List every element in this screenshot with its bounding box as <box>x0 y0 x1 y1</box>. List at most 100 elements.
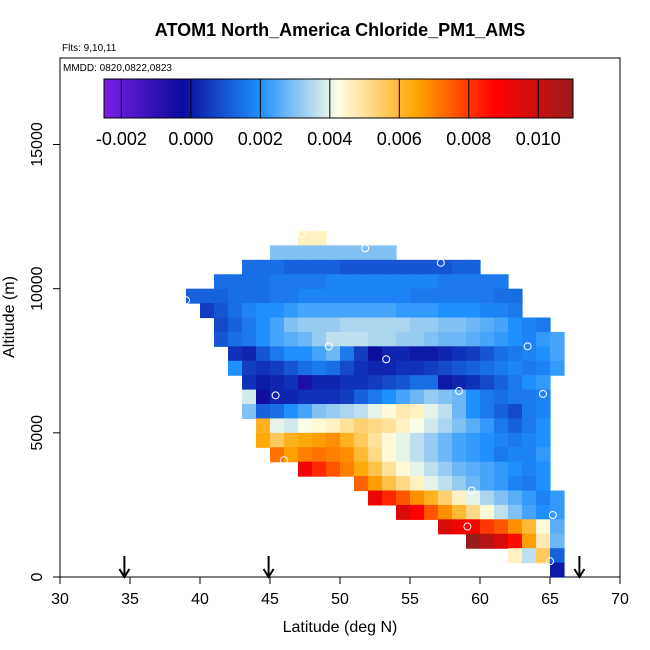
heatmap-cell <box>410 432 425 448</box>
heatmap-cell <box>326 461 341 477</box>
heatmap-cell <box>522 375 537 391</box>
heatmap-cell <box>298 389 313 405</box>
heatmap-cell <box>340 331 355 347</box>
heatmap-cell <box>536 404 551 420</box>
heatmap-cell <box>242 389 257 405</box>
heatmap-cell <box>214 303 229 319</box>
heatmap-cell <box>368 404 383 420</box>
x-tick-label: 30 <box>51 591 69 608</box>
heatmap-cell <box>508 490 523 506</box>
heatmap-cell <box>396 432 411 448</box>
colorbar-tick-label: 0.002 <box>238 129 283 149</box>
heatmap-cell <box>522 404 537 420</box>
heatmap-cell <box>410 303 425 319</box>
heatmap-cell <box>284 259 299 275</box>
heatmap-cell <box>368 288 383 304</box>
heatmap-cell <box>312 418 327 434</box>
heatmap-cell <box>326 288 341 304</box>
heatmap-cell <box>494 519 509 535</box>
heatmap-cell <box>438 389 453 405</box>
heatmap-cell <box>536 346 551 362</box>
heatmap-cell <box>228 274 243 290</box>
heatmap-cell <box>452 375 467 391</box>
heatmap-cell <box>382 259 397 275</box>
heatmap-cell <box>298 375 313 391</box>
heatmap-cell <box>298 245 313 261</box>
heatmap-cell <box>536 447 551 463</box>
heatmap-cell <box>340 346 355 362</box>
heatmap-cell <box>522 346 537 362</box>
sample-marker <box>271 391 280 400</box>
heatmap-cell <box>550 519 565 535</box>
heatmap-cell <box>382 447 397 463</box>
heatmap-cell <box>480 533 495 549</box>
heatmap-cell <box>522 360 537 376</box>
heatmap-cell <box>368 360 383 376</box>
heatmap-cell <box>312 389 327 405</box>
heatmap-cell <box>256 404 271 420</box>
heatmap-cell <box>536 375 551 391</box>
colorbar-ticks: -0.002 0.000 0.002 0.004 0.006 0.008 0.010 <box>96 79 561 149</box>
heatmap-cell <box>270 317 285 333</box>
heatmap-cell <box>340 317 355 333</box>
heatmap-cell <box>494 404 509 420</box>
flight-arrow <box>262 556 275 579</box>
heatmap-cell <box>522 533 537 549</box>
heatmap-cell <box>396 476 411 492</box>
heatmap-cell <box>438 346 453 362</box>
heatmap-cell <box>494 389 509 405</box>
heatmap-cell <box>354 331 369 347</box>
sample-markers <box>182 229 580 566</box>
heatmap-cell <box>410 504 425 520</box>
heatmap-cell <box>480 375 495 391</box>
heatmap-cell <box>312 447 327 463</box>
heatmap-cell <box>424 303 439 319</box>
heatmap-cell <box>438 375 453 391</box>
colorbar-tick-label: -0.002 <box>96 129 147 149</box>
heatmap-cell <box>256 375 271 391</box>
heatmap-cell <box>438 432 453 448</box>
heatmap-cell <box>396 360 411 376</box>
heatmap-cell <box>480 360 495 376</box>
heatmap-cell <box>508 461 523 477</box>
sample-marker <box>523 342 532 351</box>
heatmap-cell <box>480 447 495 463</box>
heatmap-cell <box>284 288 299 304</box>
heatmap-cell <box>368 389 383 405</box>
heatmap-cell <box>326 375 341 391</box>
heatmap-cell <box>410 404 425 420</box>
heatmap-cell <box>326 360 341 376</box>
colorbar-tick-label: 0.000 <box>168 129 213 149</box>
heatmap-cell <box>270 259 285 275</box>
heatmap-cell <box>410 389 425 405</box>
x-tick-label: 45 <box>261 591 279 608</box>
flight-arrows <box>118 556 586 579</box>
heatmap-cell <box>438 418 453 434</box>
heatmap-cell <box>452 432 467 448</box>
heatmap-cell <box>424 346 439 362</box>
heatmap-cell <box>438 461 453 477</box>
heatmap-cell <box>424 288 439 304</box>
heatmap-cell <box>354 303 369 319</box>
heatmap-cell <box>368 259 383 275</box>
heatmap-cell <box>326 274 341 290</box>
y-axis-label: Altitude (m) <box>1 276 18 358</box>
heatmap-cell <box>228 303 243 319</box>
heatmap-cell <box>354 476 369 492</box>
sample-marker <box>548 511 557 520</box>
heatmap-cell <box>550 548 565 564</box>
heatmap-cell <box>466 360 481 376</box>
heatmap-cell <box>284 303 299 319</box>
heatmap-cell <box>312 231 327 247</box>
heatmap-cell <box>438 303 453 319</box>
heatmap-cell <box>466 389 481 405</box>
heatmap-cell <box>340 245 355 261</box>
colorbar-tick-label: 0.004 <box>307 129 352 149</box>
heatmap-cell <box>424 404 439 420</box>
heatmap-cell <box>452 519 467 535</box>
heatmap-cell <box>256 331 271 347</box>
heatmap-cell <box>242 288 257 304</box>
heatmap-cell <box>396 404 411 420</box>
heatmap-cell <box>326 317 341 333</box>
heatmap-cell <box>424 418 439 434</box>
